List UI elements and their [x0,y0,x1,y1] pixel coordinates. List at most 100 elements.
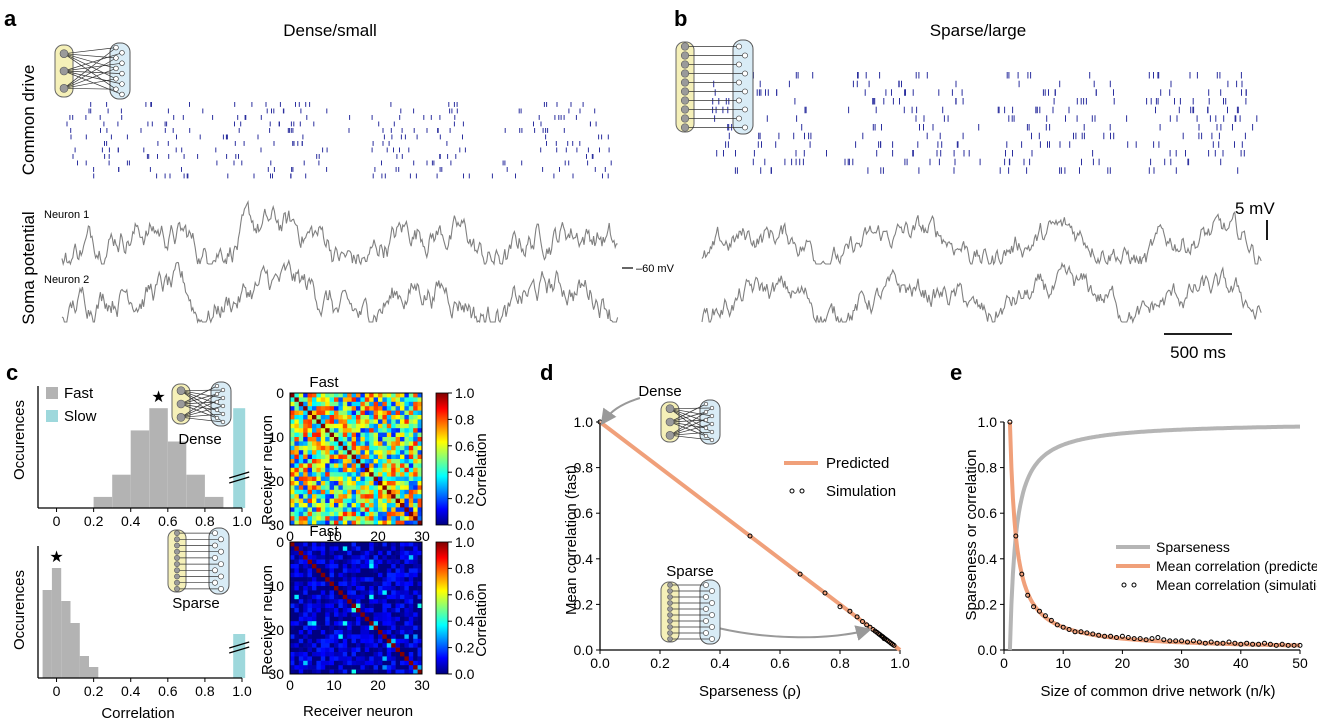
connection-line [669,411,707,423]
matrix-cell [400,459,405,464]
matrix-cell [364,586,370,591]
sender-neuron-icon [174,567,180,574]
matrix-cell [290,511,295,517]
matrix-cell [364,572,370,578]
matrix-cell [417,467,423,473]
matrix-cell [360,647,366,653]
matrix-cell [369,410,374,416]
matrix-cell [320,459,326,464]
matrix-cell [404,419,410,425]
matrix-cell [351,419,357,425]
matrix-cell [290,397,295,403]
matrix-cell [373,665,379,670]
e-legend-predicted: Mean correlation (predicted) [1156,558,1317,574]
matrix-cell [334,489,339,495]
matrix-cell [303,485,308,491]
matrix-cell [325,507,330,513]
matrix-cell [290,503,295,508]
matrix-cell [329,594,335,600]
matrix-cell [294,559,300,565]
colorbar-tick-label: 1.0 [455,534,475,550]
baseline-label: –60 mV [636,263,675,275]
matrix-cell [290,581,295,587]
matrix-cell [413,669,418,675]
matrix-cell [338,441,344,447]
matrix-cell [294,665,300,670]
receiver-neuron-icon [709,405,715,411]
matrix-cell [373,647,379,653]
connection-line [63,70,123,74]
matrix-cell [347,406,352,411]
matrix-cell [320,594,326,600]
matrix-cell [312,612,317,618]
matrix-cell [342,419,348,425]
matrix-cell [395,503,401,508]
matrix-cell [320,555,326,560]
matrix-cell [369,494,374,499]
matrix-cell [356,489,361,495]
matrix-cell [325,467,330,473]
matrix-cell [400,481,405,486]
receiver-neuron-icon [703,433,709,439]
matrix-cell [391,594,396,600]
matrix-cell [364,494,370,499]
matrix-cell [307,564,313,569]
matrix-cell [382,630,388,635]
matrix-cell [294,572,300,578]
colorbar-tick-label: 1.0 [455,385,475,401]
matrix-cell [395,564,401,569]
matrix-cell [391,445,396,451]
connection-line [669,407,713,410]
matrix-cell [417,503,423,508]
matrix-cell [298,463,304,469]
connection-line [669,408,713,417]
matrix-cell [316,577,322,582]
matrix-cell [378,415,383,420]
matrix-cell [373,577,379,582]
matrix-cell [417,432,423,438]
sender-neuron-icon [680,123,690,132]
matrix-cell [378,437,383,442]
matrix-cell [294,647,300,653]
panel-d: d 0.0 0.2 0.4 0.6 0.8 1.00.00.20.40.60.81.0 D… [540,360,910,700]
matrix-cell [378,638,383,644]
matrix-cell [391,621,396,626]
matrix-cell [408,516,414,521]
matrix-cell [294,507,300,513]
matrix-cell [347,494,352,499]
simulation-point [1155,635,1161,640]
matrix-cell [290,586,295,591]
matrix-cell [307,481,313,486]
matrix-cell [316,397,322,403]
matrix-cell [320,516,326,521]
matrix-cell [342,608,348,613]
matrix-cell [391,441,396,447]
simulation-point [837,604,843,610]
matrix-cell [338,485,344,491]
matrix-cell [373,564,379,569]
matrix-cell [360,472,366,477]
matrix-cell [351,590,357,596]
matrix-cell [347,550,352,556]
matrix-cell [329,660,335,666]
matrix-cell [408,406,414,411]
matrix-cell [347,472,352,477]
simulation-point [1084,630,1090,636]
matrix-cell [342,643,348,648]
matrix-x-tick-label: 10 [326,677,342,693]
matrix-cell [373,656,379,662]
matrix-cell [413,625,418,631]
matrix-cell [395,572,401,578]
matrix-cell [408,511,414,517]
matrix-cell [347,511,352,517]
e-legend-sparseness: Sparseness [1156,539,1230,555]
matrix-cell [351,568,357,574]
matrix-y-tick-label: 10 [268,429,284,445]
matrix-cell [378,476,383,482]
colorbar-tick-label: 0.8 [455,411,475,427]
simulation-point [1078,629,1084,635]
matrix-cell [413,520,418,526]
matrix-cell [391,489,396,495]
matrix-cell [391,599,396,604]
